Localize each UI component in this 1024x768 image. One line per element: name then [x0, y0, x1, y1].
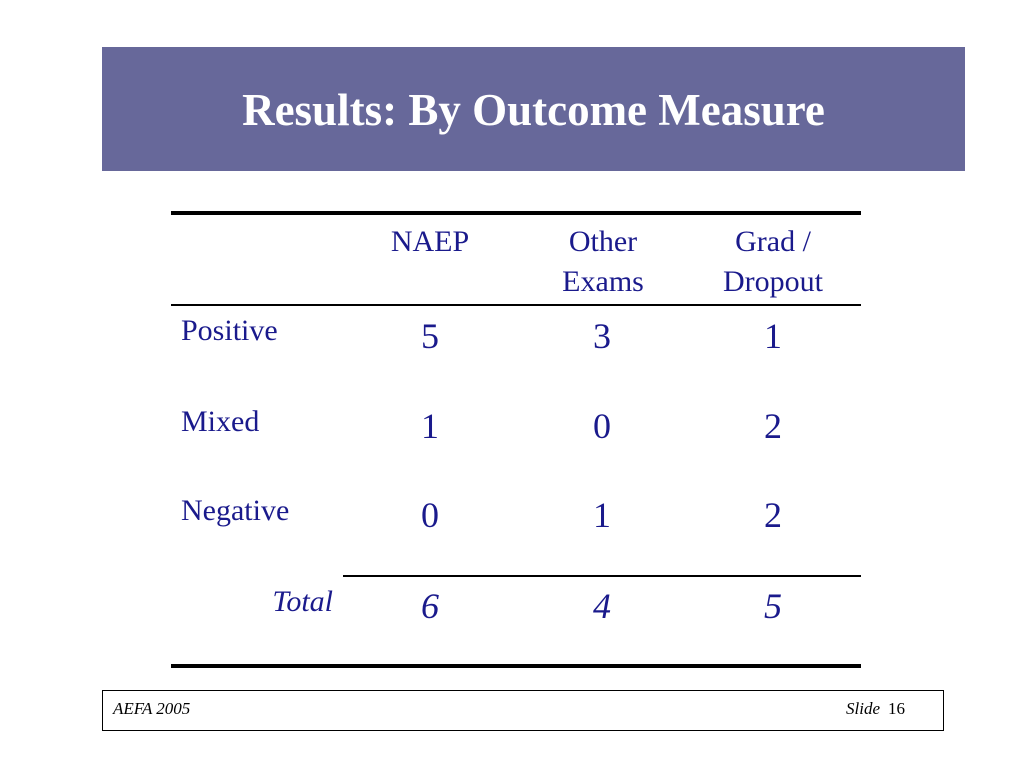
row-label-negative: Negative	[181, 494, 290, 527]
slide-footer: AEFA 2005 Slide 16	[102, 690, 944, 731]
row-label-mixed: Mixed	[181, 405, 260, 438]
slide-title: Results: By Outcome Measure	[242, 85, 825, 135]
row-label-total: Total	[272, 585, 333, 618]
table-cell: 1	[421, 406, 439, 446]
column-header-line: Grad /	[735, 225, 811, 258]
table-header-rule	[171, 304, 861, 306]
footer-slide-number: 16	[888, 699, 905, 718]
table-total-rule	[343, 575, 861, 577]
footer-slide-indicator: Slide 16	[846, 699, 905, 719]
table-cell: 1	[593, 495, 611, 535]
total-cell: 6	[421, 586, 439, 626]
column-header-line: Exams	[562, 265, 644, 298]
table-cell: 3	[593, 316, 611, 356]
footer-conference: AEFA 2005	[113, 699, 191, 718]
table-top-rule	[171, 211, 861, 215]
footer-slide-label: Slide	[846, 699, 880, 718]
column-header-line: Dropout	[723, 265, 823, 298]
table-cell: 2	[764, 495, 782, 535]
column-header-line: NAEP	[390, 225, 470, 258]
column-header-line: Other	[568, 225, 638, 258]
table-cell: 0	[421, 495, 439, 535]
table-cell: 1	[764, 316, 782, 356]
column-header-grad-dropout: Grad / Dropout	[698, 222, 848, 302]
table-cell: 2	[764, 406, 782, 446]
total-cell: 4	[593, 586, 611, 626]
column-header-naep: NAEP	[370, 222, 490, 262]
table-cell: 5	[421, 316, 439, 356]
table-cell: 0	[593, 406, 611, 446]
column-header-other-exams: Other Exams	[533, 222, 673, 302]
total-cell: 5	[764, 586, 782, 626]
table-bottom-rule	[171, 664, 861, 668]
title-bar: Results: By Outcome Measure	[102, 47, 965, 171]
row-label-positive: Positive	[181, 314, 278, 347]
